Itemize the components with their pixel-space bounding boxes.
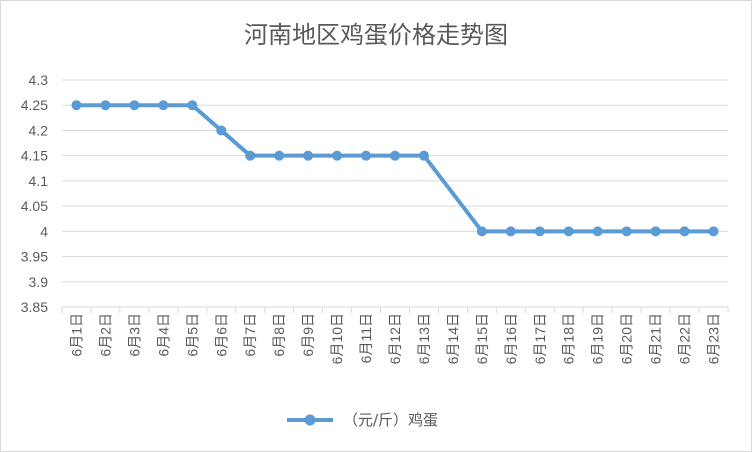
y-tick-label: 4.2 (29, 122, 49, 138)
data-point (650, 226, 661, 237)
chart-title: 河南地区鸡蛋价格走势图 (244, 21, 508, 49)
y-tick-label: 4.3 (29, 72, 49, 88)
gridlines (62, 79, 728, 308)
data-point (679, 226, 690, 237)
y-tick-label: 4 (40, 223, 48, 239)
data-point (418, 150, 429, 161)
y-axis-ticks: 3.85 3.9 3.95 4 4.05 4.1 4.15 4.2 4.25 4.3 (21, 72, 48, 315)
x-axis (61, 306, 729, 313)
series-line (76, 103, 714, 234)
data-point (592, 226, 603, 237)
x-tick-label: 6月11日 (358, 313, 374, 363)
data-point (621, 226, 632, 237)
y-tick-label: 4.25 (21, 97, 48, 113)
x-tick-label: 6月15日 (474, 313, 490, 364)
legend: （元/斤）鸡蛋 (287, 411, 438, 429)
data-point (332, 150, 343, 161)
data-point (129, 100, 140, 111)
y-tick-label: 3.95 (21, 249, 48, 265)
data-point (534, 226, 545, 237)
x-tick-label: 6月10日 (329, 313, 345, 364)
x-tick-label: 6月13日 (416, 313, 432, 364)
data-point (187, 100, 198, 111)
x-tick-label: 6月6日 (213, 313, 229, 357)
x-tick-label: 6月3日 (126, 313, 142, 357)
y-tick-label: 3.9 (29, 274, 49, 290)
x-tick-label: 6月12日 (387, 313, 403, 364)
x-tick-label: 6月5日 (184, 313, 200, 357)
legend-marker (304, 414, 316, 426)
x-tick-label: 6月22日 (677, 313, 693, 364)
x-tick-label: 6月14日 (445, 313, 461, 364)
x-tick-label: 6月17日 (532, 313, 548, 364)
data-point (361, 150, 372, 161)
x-tick-label: 6月8日 (271, 313, 287, 357)
data-point (245, 150, 256, 161)
x-tick-label: 6月7日 (242, 313, 258, 357)
x-tick-label: 6月20日 (619, 313, 635, 364)
x-tick-label: 6月2日 (97, 313, 113, 357)
data-point (505, 226, 516, 237)
data-point (71, 100, 82, 111)
x-tick-label: 6月19日 (590, 313, 606, 364)
data-point (303, 150, 314, 161)
data-point (708, 226, 719, 237)
data-point (100, 100, 111, 111)
x-tick-label: 6月16日 (503, 313, 519, 364)
x-tick-label: 6月23日 (706, 313, 722, 364)
data-point (158, 100, 169, 111)
x-tick-label: 6月4日 (155, 313, 171, 357)
data-point (563, 226, 574, 237)
y-tick-label: 4.05 (21, 198, 48, 214)
x-tick-label: 6月18日 (561, 313, 577, 364)
x-axis-ticks: 6月1日 6月2日 6月3日 6月4日 6月5日 6月6日 6月7日 6月8日 6月9日 6月10… (68, 313, 721, 364)
y-tick-label: 4.1 (29, 173, 49, 189)
legend-label: （元/斤）鸡蛋 (343, 411, 438, 429)
x-tick-label: 6月9日 (300, 313, 316, 357)
y-tick-label: 4.15 (21, 148, 48, 164)
data-point (390, 150, 400, 161)
data-point (476, 226, 487, 237)
x-tick-label: 6月1日 (68, 313, 84, 357)
data-point (274, 150, 285, 161)
x-tick-label: 6月21日 (648, 313, 664, 364)
series-layer (71, 100, 719, 237)
y-tick-label: 3.85 (21, 299, 48, 315)
data-point (216, 125, 227, 136)
